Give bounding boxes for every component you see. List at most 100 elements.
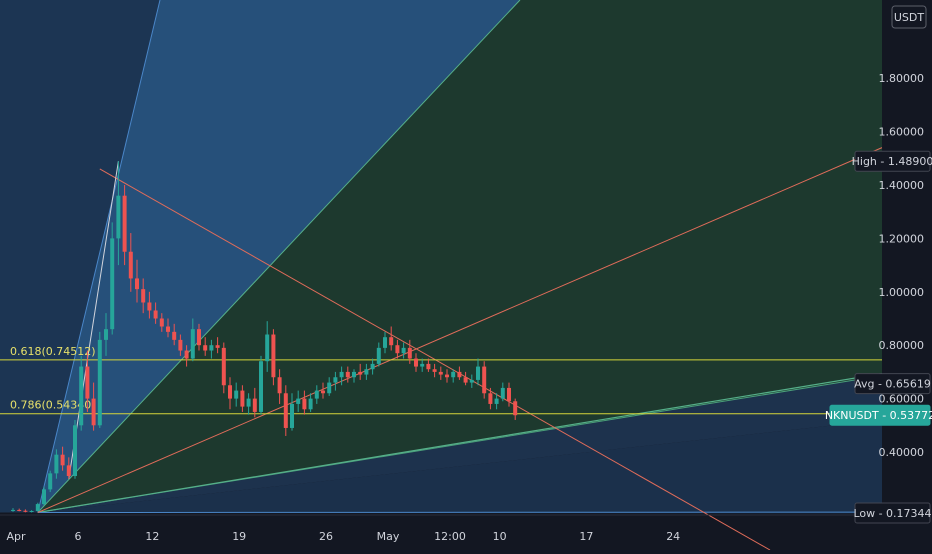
currency-label: USDT	[894, 11, 925, 24]
candle-body	[265, 335, 269, 362]
time-tick-label: 17	[579, 530, 593, 543]
candle-body	[185, 351, 189, 359]
candle-body	[476, 367, 480, 380]
candle-body	[464, 377, 468, 382]
candle-body	[290, 404, 294, 428]
candle-body	[234, 391, 238, 399]
candle-body	[302, 399, 306, 410]
candle-body	[457, 372, 461, 377]
candle-body	[364, 369, 368, 374]
time-tick-label: 19	[232, 530, 246, 543]
candle-body	[85, 367, 89, 399]
time-tick-label: 26	[319, 530, 333, 543]
candle-body	[154, 310, 158, 318]
candle-body	[501, 388, 505, 399]
price-tick-label: 1.40000	[879, 179, 925, 192]
candle-body	[488, 393, 492, 404]
candle-body	[178, 340, 182, 351]
price-tick-label: 1.00000	[879, 286, 925, 299]
candle-body	[333, 377, 337, 382]
candle-body	[11, 510, 15, 511]
price-tick-label: 0.60000	[879, 393, 925, 406]
candle-body	[271, 335, 275, 378]
candle-body	[42, 489, 46, 504]
candle-body	[247, 399, 251, 407]
candle-body	[346, 372, 350, 377]
candle-body	[147, 302, 151, 310]
time-tick-label: 12	[145, 530, 159, 543]
candle-body	[141, 289, 145, 302]
candle-body	[116, 196, 120, 239]
candle-body	[36, 504, 40, 511]
candle-body	[482, 367, 486, 394]
candle-body	[209, 345, 213, 350]
candle-body	[358, 372, 362, 375]
candle-body	[451, 372, 455, 377]
candle-body	[92, 399, 96, 426]
price-tick-label: 1.60000	[879, 126, 925, 139]
candle-body	[222, 348, 226, 385]
candle-body	[48, 473, 52, 489]
candle-body	[495, 399, 499, 404]
fib-label: 0.618(0.74512)	[10, 345, 96, 358]
candle-body	[61, 455, 65, 466]
price-axis[interactable]: 0.40000 0.60000 0.80000 1.00000 1.20000 1.400…	[879, 0, 932, 550]
candle-body	[166, 327, 170, 332]
candle-body	[129, 252, 133, 279]
price-tick-label: 1.20000	[879, 232, 925, 245]
time-tick-label: 6	[75, 530, 82, 543]
candle-body	[340, 372, 344, 377]
candle-body	[433, 369, 437, 372]
candle-body	[203, 345, 207, 350]
candle-body	[389, 337, 393, 345]
candle-body	[470, 380, 474, 383]
candle-body	[327, 383, 331, 394]
candle-body	[79, 367, 83, 426]
price-label-avg: Avg - 0.65619	[854, 378, 931, 391]
candle-body	[420, 364, 424, 367]
candle-body	[445, 375, 449, 378]
candle-body	[17, 510, 21, 511]
candle-body	[395, 345, 399, 353]
candle-body	[377, 348, 381, 364]
candle-body	[104, 329, 108, 340]
candle-body	[352, 372, 356, 377]
candle-body	[439, 372, 443, 375]
candle-body	[321, 391, 325, 394]
candle-body	[110, 238, 114, 329]
price-tick-label: 0.40000	[879, 446, 925, 459]
currency-badge[interactable]: USDT	[892, 6, 926, 28]
candle-body	[172, 332, 176, 340]
candle-body	[402, 348, 406, 353]
candle-body	[259, 361, 263, 412]
candle-body	[216, 345, 220, 348]
price-tick-label: 1.80000	[879, 72, 925, 85]
candle-body	[54, 455, 58, 474]
time-tick-label: 24	[666, 530, 680, 543]
candle-body	[73, 425, 77, 476]
candle-body	[30, 511, 34, 512]
candle-body	[426, 364, 430, 369]
candle-body	[315, 391, 319, 399]
candle-body	[507, 388, 511, 401]
price-label-low: Low - 0.17344	[853, 507, 931, 520]
candle-body	[371, 364, 375, 369]
time-tick-label: Apr	[6, 530, 26, 543]
time-tick-label: 12:00	[434, 530, 466, 543]
candle-body	[135, 278, 139, 289]
candle-body	[414, 359, 418, 367]
candle-body	[513, 401, 517, 415]
candle-body	[408, 348, 412, 359]
time-tick-label: May	[377, 530, 400, 543]
candle-body	[284, 393, 288, 428]
candle-body	[383, 337, 387, 348]
candle-body	[278, 377, 282, 393]
candle-body	[253, 399, 257, 412]
price-tick-label: 0.80000	[879, 339, 925, 352]
candle-body	[160, 319, 164, 327]
candle-body	[123, 196, 127, 252]
candle-body	[98, 340, 102, 425]
candle-body	[228, 385, 232, 398]
